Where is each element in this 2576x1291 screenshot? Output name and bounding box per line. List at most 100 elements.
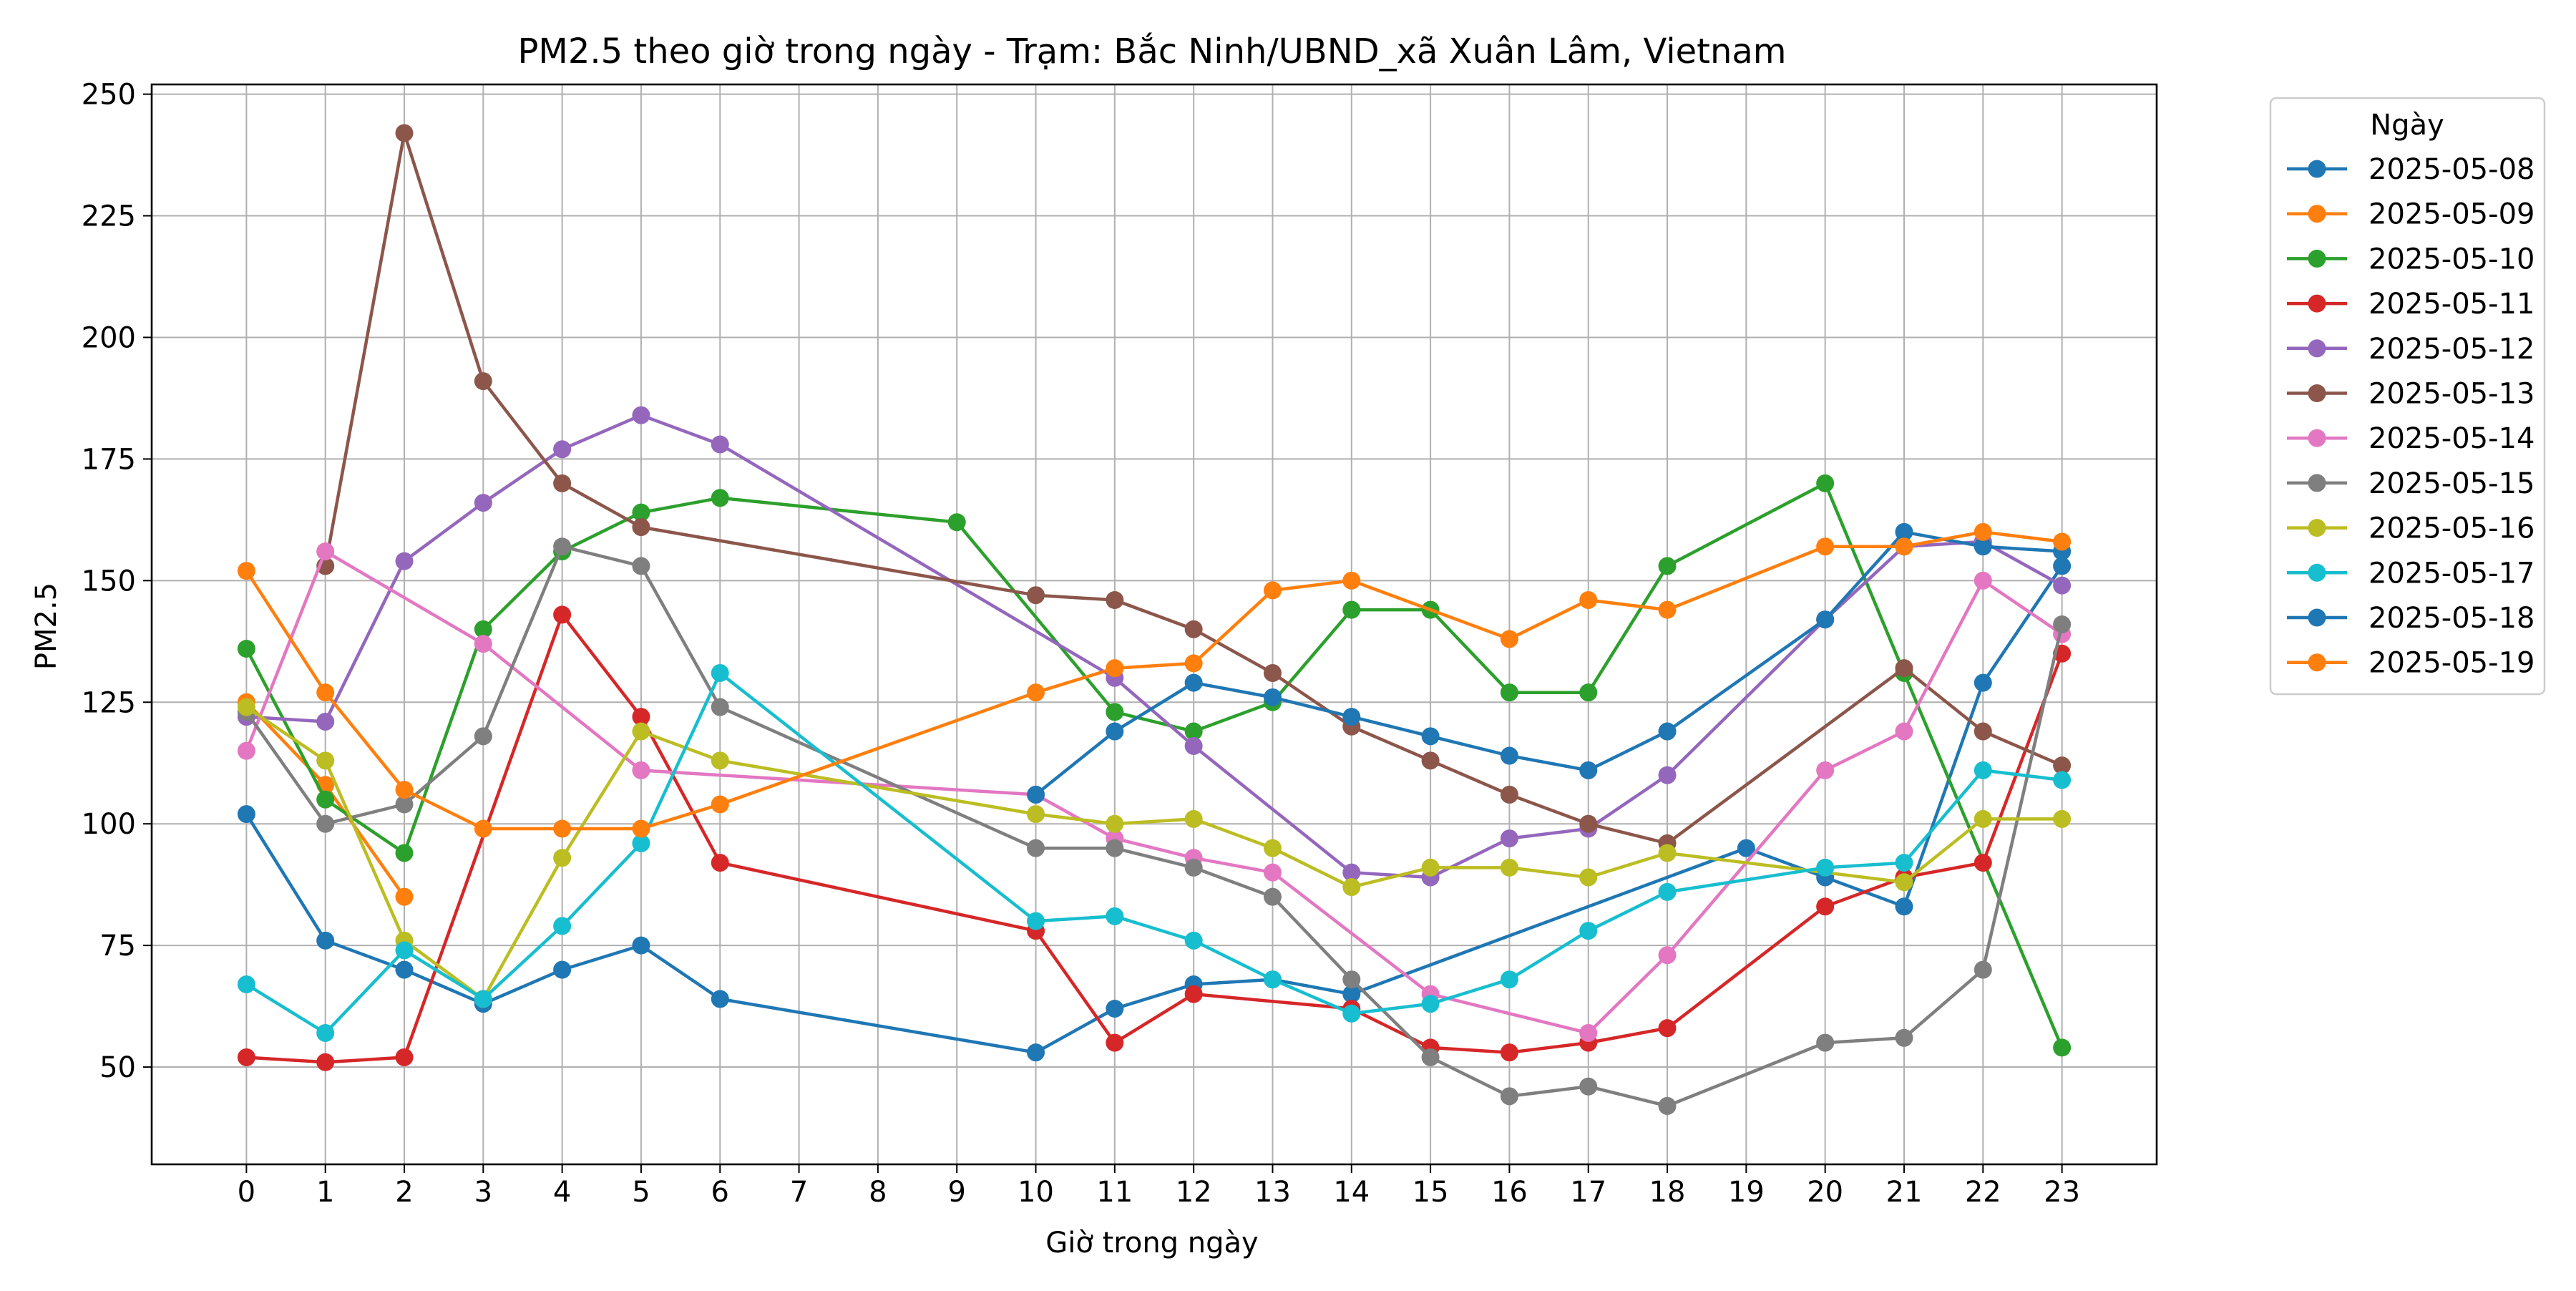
data-point: [316, 542, 335, 561]
data-point: [1579, 814, 1598, 833]
series-2025-05-15: [237, 537, 2072, 1115]
data-point: [711, 663, 729, 682]
data-point: [474, 620, 492, 638]
legend-label: 2025-05-09: [2368, 198, 2534, 231]
legend-item: 2025-05-18: [2287, 602, 2534, 635]
legend-marker: [2308, 384, 2326, 402]
series-2025-05-10: [237, 474, 2072, 1057]
data-point: [1658, 946, 1677, 965]
data-point: [1027, 912, 1045, 930]
data-point: [2053, 532, 2072, 551]
data-point: [632, 761, 650, 779]
data-point: [1106, 907, 1124, 925]
data-point: [947, 513, 966, 532]
data-point: [1658, 1019, 1677, 1038]
data-point: [316, 683, 335, 702]
data-point: [1184, 858, 1203, 877]
data-point: [553, 440, 572, 459]
legend-label: 2025-05-08: [2368, 153, 2534, 186]
series-2025-05-19: [237, 522, 2072, 838]
data-point: [711, 854, 729, 872]
legend-marker: [2308, 339, 2326, 358]
data-point: [1974, 761, 1992, 779]
y-tick-label: 150: [82, 565, 136, 598]
legend-marker: [2308, 519, 2326, 537]
x-tick-label: 15: [1413, 1176, 1449, 1209]
data-point: [1184, 736, 1203, 755]
data-point: [316, 1023, 335, 1042]
data-point: [1263, 970, 1282, 989]
data-point: [632, 557, 650, 575]
x-tick-label: 22: [1965, 1176, 2001, 1209]
data-point: [1263, 663, 1282, 682]
legend-marker: [2308, 249, 2326, 268]
data-point: [1342, 985, 1361, 1003]
data-point: [632, 503, 650, 522]
data-point: [237, 741, 255, 760]
chart-title: PM2.5 theo giờ trong ngày - Trạm: Bắc Ni…: [517, 31, 1786, 72]
data-point: [1816, 761, 1835, 779]
x-tick-label: 23: [2044, 1176, 2080, 1209]
x-tick-label: 1: [316, 1176, 334, 1209]
x-tick-label: 20: [1807, 1176, 1843, 1209]
data-point: [1500, 1087, 1518, 1106]
data-point: [1184, 673, 1203, 692]
y-tick-label: 50: [99, 1051, 136, 1084]
data-point: [1263, 581, 1282, 600]
data-point: [474, 494, 492, 512]
data-point: [1895, 537, 1913, 556]
data-point: [1816, 1033, 1835, 1052]
data-point: [1500, 683, 1518, 702]
data-point: [1579, 1077, 1598, 1096]
data-point: [1579, 591, 1598, 610]
x-axis-label: Giờ trong ngày: [1045, 1227, 1258, 1260]
data-point: [237, 1048, 255, 1066]
data-point: [1895, 1028, 1913, 1047]
data-point: [1974, 722, 1992, 741]
data-point: [632, 834, 650, 852]
data-point: [1816, 610, 1835, 629]
data-point: [1106, 659, 1124, 678]
series-2025-05-17: [237, 663, 2072, 1042]
data-point: [474, 990, 492, 1008]
x-tick-label: 12: [1176, 1176, 1212, 1209]
data-point: [2053, 576, 2072, 595]
legend-label: 2025-05-12: [2368, 333, 2534, 366]
data-point: [1106, 591, 1124, 610]
legend-label: 2025-05-10: [2368, 243, 2534, 276]
data-point: [2053, 809, 2072, 828]
legend-item: 2025-05-11: [2287, 288, 2534, 321]
series-line: [245, 545, 2064, 1108]
data-point: [1658, 557, 1677, 575]
data-point: [1816, 474, 1835, 492]
legend-item: 2025-05-19: [2287, 647, 2534, 680]
data-point: [1106, 1033, 1124, 1052]
data-point: [395, 781, 414, 799]
data-point: [1579, 1023, 1598, 1042]
data-point: [395, 844, 414, 862]
data-point: [1500, 858, 1518, 877]
data-point: [1421, 1048, 1440, 1066]
data-point: [1974, 809, 1992, 828]
series-layer: [237, 124, 2072, 1115]
data-point: [632, 819, 650, 838]
data-point: [1184, 809, 1203, 828]
data-point: [1263, 839, 1282, 857]
y-tick-label: 75: [99, 930, 136, 963]
data-point: [1579, 868, 1598, 887]
plot-frame: [150, 83, 2158, 1166]
legend-title: Ngày: [2370, 109, 2444, 142]
data-point: [237, 975, 255, 993]
data-point: [1658, 600, 1677, 619]
data-point: [1342, 1004, 1361, 1023]
data-point: [2053, 557, 2072, 575]
data-point: [1895, 659, 1913, 678]
data-point: [553, 474, 572, 492]
data-point: [1974, 854, 1992, 872]
series-line: [246, 613, 2064, 1064]
data-point: [1658, 766, 1677, 784]
series-line: [245, 671, 2062, 1035]
data-point: [395, 124, 414, 142]
legend-item: 2025-05-14: [2287, 422, 2534, 455]
